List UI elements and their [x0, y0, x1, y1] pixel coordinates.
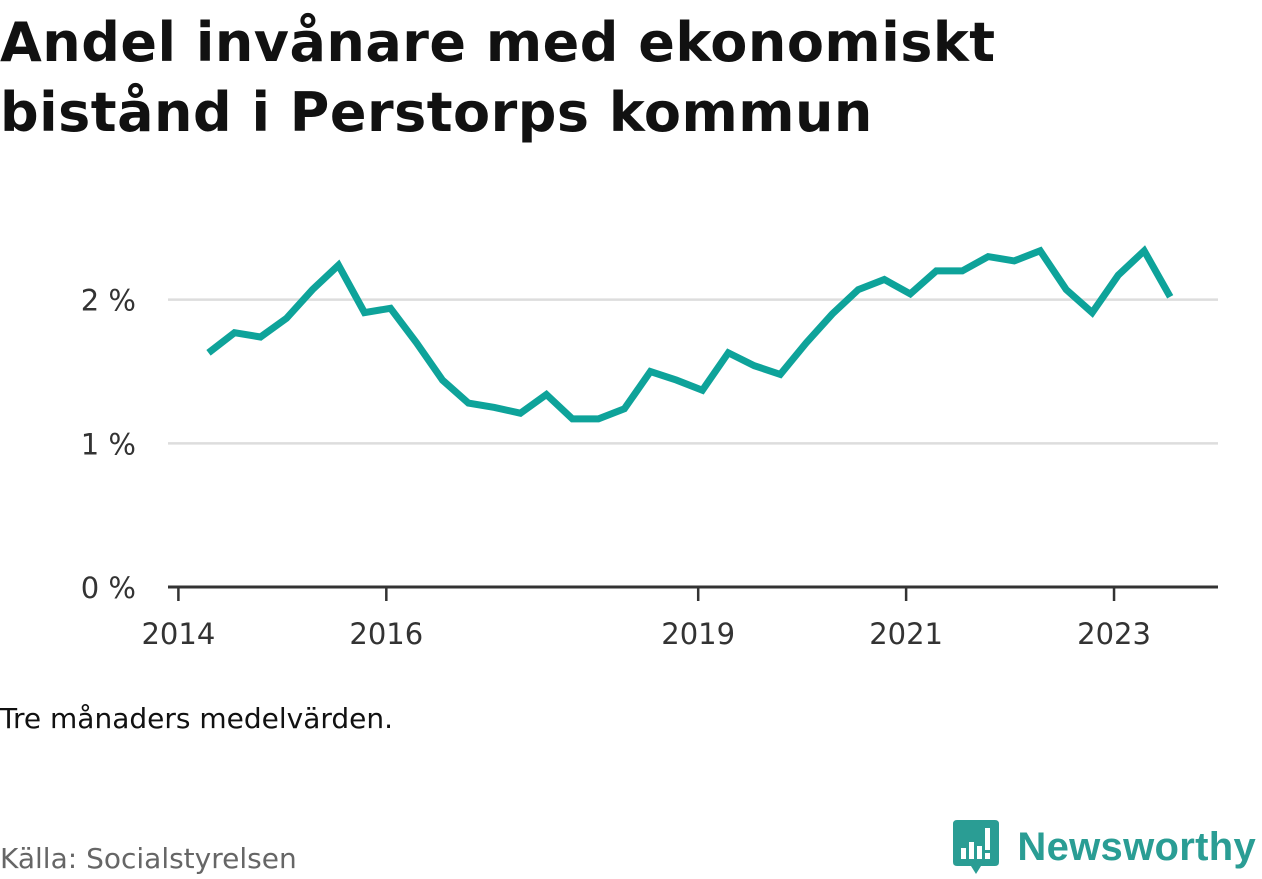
newsworthy-logo: Newsworthy: [951, 818, 1256, 876]
y-tick-label: 0 %: [81, 571, 136, 605]
y-axis-ticks: 0 % 1 % 2 %: [81, 284, 136, 605]
series: [206, 245, 1174, 423]
chart-note: Tre månaders medelvärden.: [0, 702, 394, 735]
line-chart: 0 % 1 % 2 % 2014 2016 2019 2021 2023: [81, 245, 1218, 651]
series-line-0: [206, 245, 1174, 423]
chart-title: Andel invånare med ekonomiskt bistånd i …: [0, 11, 996, 144]
x-tick-label: 2021: [869, 617, 943, 651]
newsworthy-speech-bubble-icon: [953, 820, 1000, 874]
x-tick-label: 2019: [661, 617, 735, 651]
x-axis-ticks: 2014 2016 2019 2021 2023: [141, 587, 1151, 651]
source-credit: Källa: Socialstyrelsen: [0, 842, 297, 875]
x-tick-label: 2014: [141, 617, 215, 651]
logo-wordmark: Newsworthy: [1017, 824, 1256, 869]
y-tick-label: 1 %: [81, 427, 136, 461]
x-tick-label: 2023: [1077, 617, 1151, 651]
gridlines: [168, 298, 1218, 445]
y-tick-label: 2 %: [81, 284, 136, 318]
x-tick-label: 2016: [349, 617, 423, 651]
